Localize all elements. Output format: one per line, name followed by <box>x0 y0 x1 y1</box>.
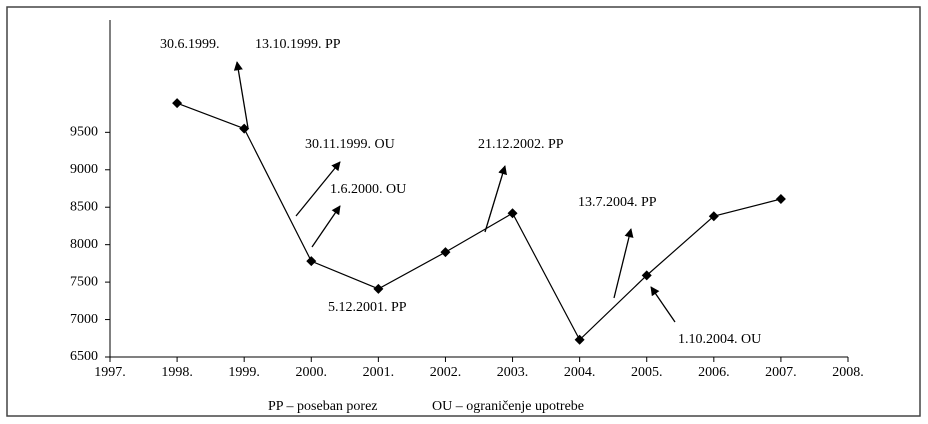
marker <box>708 211 719 222</box>
x-tick-label: 2002. <box>430 365 462 380</box>
x-tick-label: 2006. <box>698 365 730 380</box>
note: OU – ograničenje upotrebe <box>432 399 584 414</box>
x-tick-label: 2000. <box>296 365 328 380</box>
x-tick-label: 2001. <box>363 365 395 380</box>
frame <box>6 6 921 417</box>
x-tick-label: 2008. <box>832 365 864 380</box>
x-tick-label: 1999. <box>228 365 260 380</box>
arrows <box>233 61 676 323</box>
annotation: 5.12.2001. PP <box>328 300 407 315</box>
x-tick-label: 1997. <box>94 365 126 380</box>
y-tick-label: 7500 <box>70 274 98 289</box>
annotation: 1.10.2004. OU <box>678 332 761 347</box>
annotation: 1.6.2000. OU <box>330 182 406 197</box>
note: PP – poseban porez <box>268 399 378 414</box>
annotation: 13.7.2004. PP <box>578 195 657 210</box>
x-tick-label: 2003. <box>497 365 529 380</box>
marker <box>172 98 183 109</box>
x-tick-label: 2005. <box>631 365 663 380</box>
x-tick-label: 2004. <box>564 365 596 380</box>
y-tick-label: 8000 <box>70 237 98 252</box>
annotation: 21.12.2002. PP <box>478 137 564 152</box>
annotation: 30.6.1999. <box>160 37 220 52</box>
y-tick-label: 9000 <box>70 162 98 177</box>
marker <box>306 256 317 267</box>
annotation: 30.11.1999. OU <box>305 137 395 152</box>
marker <box>641 270 652 281</box>
marker <box>574 334 585 345</box>
y-tick-label: 8500 <box>70 199 98 214</box>
y-tick-label: 9500 <box>70 125 98 140</box>
marker <box>239 123 250 134</box>
annotation: 13.10.1999. PP <box>255 37 341 52</box>
marker <box>373 283 384 294</box>
x-tick-label: 2007. <box>765 365 797 380</box>
marker <box>775 193 786 204</box>
line <box>176 102 782 341</box>
marker <box>507 208 518 219</box>
x-tick-label: 1998. <box>161 365 193 380</box>
y-tick-label: 6500 <box>70 349 98 364</box>
y-tick-label: 7000 <box>70 312 98 327</box>
marker <box>440 247 451 258</box>
